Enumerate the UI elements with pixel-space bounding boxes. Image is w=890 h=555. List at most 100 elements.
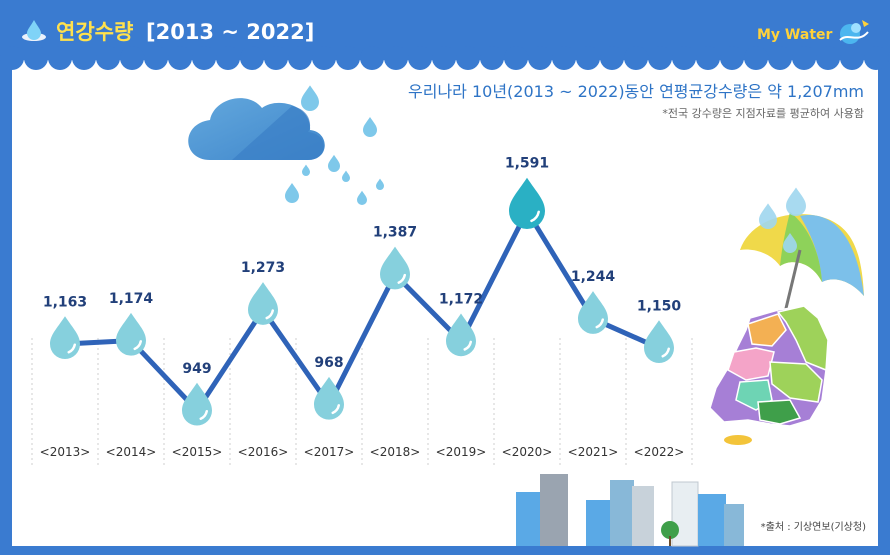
wave-scallop — [312, 46, 336, 70]
value-label-2013: 1,163 — [43, 294, 87, 310]
marker-highlight — [463, 340, 472, 351]
wave-scallop — [168, 46, 192, 70]
x-tick-2013: <2013> — [40, 445, 91, 459]
header-title-group: 연강수량 [2013 ~ 2022] — [22, 20, 314, 44]
x-tick-2022: <2022> — [634, 445, 685, 459]
wave-scallop — [648, 46, 672, 70]
marker-highlight — [133, 340, 142, 351]
decor-raindrop — [759, 203, 777, 229]
wave-scallop — [288, 46, 312, 70]
value-label-2021: 1,244 — [571, 269, 616, 285]
wave-scallop — [840, 46, 864, 70]
wave-scallop — [120, 46, 144, 70]
value-label-2014: 1,174 — [109, 291, 154, 307]
wave-scallop — [744, 46, 768, 70]
marker-2019 — [446, 313, 476, 357]
decor-raindrop — [285, 183, 299, 203]
wave-scallop — [48, 46, 72, 70]
decor-raindrop — [302, 164, 310, 176]
marker-highlight — [199, 410, 208, 420]
water-splash-icon — [839, 20, 869, 44]
data-note: *전국 강수량은 지점자료를 평균하여 사용함 — [662, 106, 864, 120]
wave-scallop — [72, 46, 96, 70]
marker-highlight — [67, 343, 76, 354]
wave-scallop — [816, 46, 840, 70]
x-tick-2017: <2017> — [304, 445, 355, 459]
wave-scallop — [576, 46, 600, 70]
decor-raindrop — [357, 190, 367, 205]
brand-logo: My Water — [757, 20, 869, 44]
wave-scallop — [336, 46, 360, 70]
wave-scallop — [264, 46, 288, 70]
wave-scallop — [0, 46, 24, 70]
marker-highlight — [397, 273, 406, 284]
wave-scallop — [672, 46, 696, 70]
decor-raindrop — [376, 178, 384, 190]
value-label-2022: 1,150 — [637, 298, 682, 314]
rainfall-series-line — [62, 208, 662, 413]
decor-raindrop — [301, 85, 319, 111]
wave-scallop — [552, 46, 576, 70]
x-tick-2016: <2016> — [238, 445, 289, 459]
marker-highlight — [530, 210, 540, 223]
average-headline: 우리나라 10년(2013 ~ 2022)동안 연평균강수량은 약 1,207m… — [408, 82, 864, 101]
wave-scallop — [240, 46, 264, 70]
value-label-2016: 1,273 — [241, 260, 285, 276]
page-title-range: [2013 ~ 2022] — [146, 20, 314, 44]
content-panel — [12, 58, 878, 546]
wave-scallop — [768, 46, 792, 70]
rain-cloud-illustration — [188, 98, 325, 160]
decor-raindrop — [786, 187, 806, 216]
marker-2013 — [50, 316, 80, 359]
marker-2015 — [182, 382, 212, 426]
wave-scallop — [600, 46, 624, 70]
wave-scallop — [504, 46, 528, 70]
x-tick-2014: <2014> — [106, 445, 157, 459]
x-tick-2015: <2015> — [172, 445, 223, 459]
value-label-2017: 968 — [314, 355, 343, 371]
marker-highlight — [661, 347, 670, 358]
decor-raindrop — [328, 154, 340, 172]
city-buildings-illustration — [516, 474, 744, 547]
value-label-2020: 1,591 — [505, 156, 549, 172]
marker-2022 — [644, 320, 674, 364]
value-labels: 1,163 1,174 949 1,273 968 1,387 1,172 1,591 1,24… — [43, 156, 682, 377]
marker-2017 — [314, 376, 344, 420]
header-wave-edge — [0, 46, 890, 70]
wave-scallop — [408, 46, 432, 70]
wave-scallop — [456, 46, 480, 70]
decor-raindrop — [783, 233, 797, 253]
rainfall-markers — [50, 177, 674, 426]
water-drop-icon — [22, 20, 46, 41]
page-title: 연강수량 — [56, 20, 133, 44]
x-tick-2018: <2018> — [370, 445, 421, 459]
marker-highlight — [595, 318, 604, 329]
wave-scallop — [696, 46, 720, 70]
value-label-2019: 1,172 — [439, 291, 483, 307]
wave-scallop — [528, 46, 552, 70]
marker-2014 — [116, 312, 146, 356]
rainfall-line-chart: 1,163 1,174 949 1,273 968 1,387 1,172 1,591 1,24… — [31, 156, 693, 466]
korea-map — [709, 305, 829, 445]
brand-name: My Water — [757, 27, 833, 43]
chart-gridlines — [31, 338, 693, 466]
wave-scallop — [192, 46, 216, 70]
decor-raindrop — [342, 170, 350, 182]
marker-highlight — [265, 309, 274, 320]
source-note: *출처 : 기상연보(기상청) — [761, 521, 866, 533]
raindrop-decorations — [285, 85, 384, 205]
wave-scallop — [96, 46, 120, 70]
wave-scallop — [792, 46, 816, 70]
x-tick-2021: <2021> — [568, 445, 619, 459]
marker-highlight — [331, 404, 340, 415]
x-axis-ticks: <2013> <2014> <2015> <2016> <2017> <2018> <201… — [40, 445, 685, 459]
wave-scallop — [432, 46, 456, 70]
wave-scallop — [624, 46, 648, 70]
marker-2020 — [509, 177, 545, 229]
x-tick-2020: <2020> — [502, 445, 553, 459]
wave-scallop — [480, 46, 504, 70]
wave-scallop — [720, 46, 744, 70]
value-label-2018: 1,387 — [373, 225, 417, 241]
